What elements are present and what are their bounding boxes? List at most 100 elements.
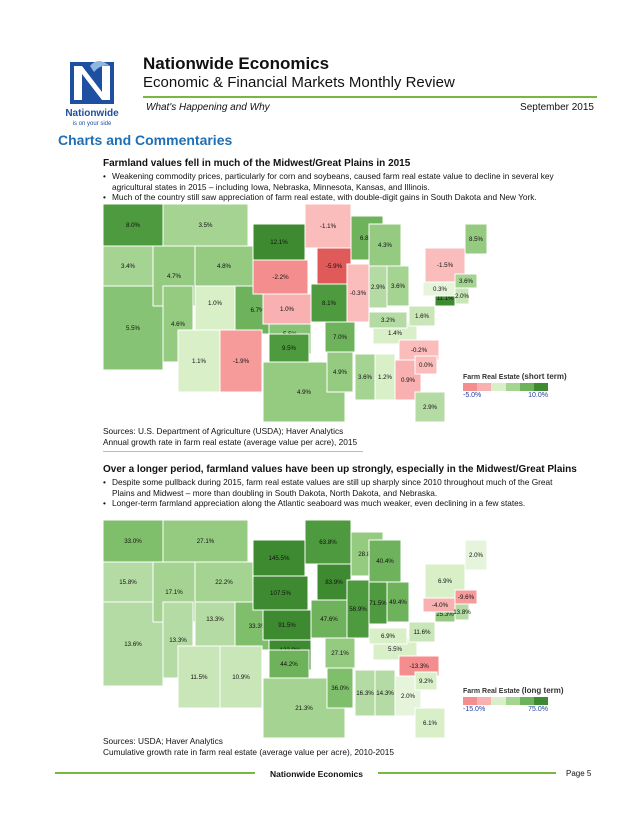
state-region (464, 539, 488, 571)
state-value-label: -1.5% (437, 262, 454, 269)
state-region (268, 649, 310, 679)
state-value-label: 2.9% (371, 284, 386, 291)
state-value-label: 13.3% (169, 637, 187, 644)
state-region (316, 563, 352, 601)
state-value-label: 3.5% (198, 222, 213, 229)
state-region (464, 223, 488, 255)
state-region (414, 707, 446, 738)
state-value-label: 9.2% (419, 678, 434, 685)
state-value-label: -1.9% (233, 358, 250, 365)
state-value-label: 1.4% (388, 330, 403, 337)
state-value-label: 2.9% (423, 404, 438, 411)
state-value-label: 0.0% (419, 362, 434, 369)
state-value-label: 6.9% (381, 633, 396, 640)
state-value-label: 2.0% (401, 693, 416, 700)
chart1-title: Farmland values fell in much of the Midw… (103, 158, 411, 169)
state-region (162, 204, 249, 247)
chart1-legend: Farm Real Estate (short term) -5.0% 10.0% (463, 372, 573, 399)
state-region (304, 520, 352, 565)
state-value-label: 71.5% (369, 600, 387, 607)
chart2-bullet: Despite some pullback during 2015, farm … (103, 477, 573, 498)
state-value-label: -2.2% (272, 274, 289, 281)
chart2-note-line: Cumulative growth rate in farm real esta… (103, 747, 395, 757)
state-region (386, 265, 410, 307)
state-value-label: 3.4% (121, 263, 136, 270)
state-region (310, 599, 348, 639)
state-region (414, 391, 446, 422)
legend-color-scale (463, 383, 549, 391)
state-value-label: 27.1% (331, 650, 349, 657)
legend-title: Farm Real Estate (463, 688, 520, 695)
state-value-label: 6.9% (438, 578, 453, 585)
state-value-label: 7.0% (333, 334, 348, 341)
state-value-label: 58.9% (349, 606, 367, 613)
state-value-label: 3.6% (459, 278, 474, 285)
report-tagline: What's Happening and Why (146, 102, 270, 113)
state-value-label: -0.3% (350, 290, 367, 297)
state-value-label: -4.0% (432, 602, 449, 609)
state-region (252, 223, 306, 261)
state-region (326, 351, 354, 393)
report-date: September 2015 (520, 102, 594, 113)
state-value-label: 3.6% (358, 374, 373, 381)
chart2-title: Over a longer period, farmland values ha… (103, 464, 577, 475)
state-value-label: 13.8% (453, 609, 471, 616)
state-value-label: -9.6% (458, 594, 475, 601)
state-value-label: 4.3% (378, 242, 393, 249)
state-value-label: 9.5% (282, 345, 297, 352)
report-subtitle: Economic & Financial Markets Monthly Rev… (143, 74, 455, 91)
state-region (454, 287, 470, 305)
chart1-source-line: Sources: U.S. Department of Agriculture … (103, 426, 344, 436)
logo-name: Nationwide (65, 108, 119, 119)
footer-rule (378, 772, 556, 774)
state-value-label: 145.5% (269, 555, 290, 562)
state-region (368, 539, 402, 583)
state-value-label: 63.8% (319, 539, 337, 546)
chart2-bullet: Longer-term farmland appreciation along … (103, 498, 573, 509)
state-region (103, 204, 164, 247)
chart2-sources: Sources: USDA; Haver Analytics Cumulativ… (103, 736, 394, 758)
state-value-label: 5.5% (126, 325, 141, 332)
legend-min: -15.0% (463, 706, 486, 713)
state-region (219, 329, 263, 393)
legend-min: -5.0% (463, 392, 482, 399)
farmland-map-2015: 8.0% 3.4% 5.5% 3.5% 4.7% 4.6% 1.0% 4.8% 6.7% 1.1%… (103, 204, 488, 422)
state-value-label: 13.6% (124, 641, 142, 648)
state-value-label: 4.9% (297, 389, 312, 396)
state-region (368, 311, 408, 329)
state-value-label: 21.3% (295, 705, 313, 712)
chart1-bullet: Much of the country still saw appreciati… (103, 192, 573, 203)
state-region (368, 627, 408, 645)
state-value-label: -5.9% (326, 263, 343, 270)
state-region (368, 223, 402, 267)
state-region (162, 520, 249, 563)
state-value-label: 11.6% (413, 629, 431, 636)
state-value-label: 3.6% (391, 283, 406, 290)
state-region (324, 637, 356, 669)
state-region (194, 561, 254, 603)
state-value-label: 1.0% (280, 306, 295, 313)
state-value-label: 83.9% (325, 579, 343, 586)
page-number: Page 5 (566, 769, 592, 778)
state-value-label: 28.8% (358, 551, 376, 558)
state-region (414, 671, 438, 691)
state-value-label: 6.7% (250, 307, 265, 314)
state-region (252, 259, 309, 295)
state-value-label: 33.0% (124, 538, 142, 545)
state-value-label: 91.5% (278, 622, 296, 629)
state-region (194, 245, 254, 287)
state-region (252, 575, 309, 611)
state-value-label: 47.6% (320, 616, 338, 623)
state-value-label: 17.1% (165, 589, 183, 596)
state-value-label: 5.5% (388, 646, 403, 653)
state-value-label: 13.3% (206, 616, 224, 623)
state-value-label: 44.2% (280, 661, 298, 668)
state-value-label: 6.8% (360, 235, 375, 242)
legend-color-scale (463, 697, 549, 705)
footer-brand: Nationwide Economics (269, 769, 364, 779)
header-rule (143, 96, 597, 98)
state-value-label: 1.1% (192, 358, 207, 365)
state-value-label: 36.0% (331, 685, 349, 692)
state-region (268, 333, 310, 363)
state-value-label: 4.7% (167, 273, 182, 280)
